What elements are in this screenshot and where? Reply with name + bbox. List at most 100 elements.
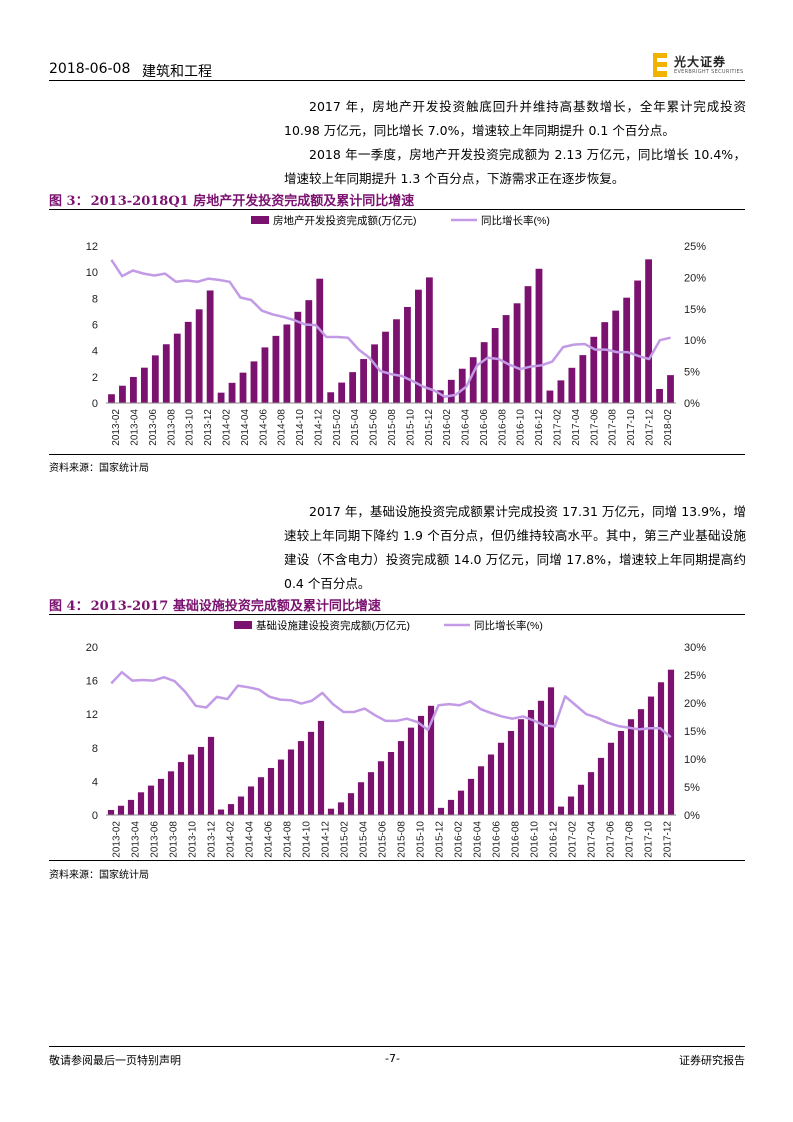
x-tick-label: 2016-12 [549, 821, 560, 858]
bar [184, 321, 192, 403]
bar [647, 696, 655, 815]
report-sector: 建筑和工程 [142, 64, 212, 80]
bar [507, 731, 515, 815]
x-tick-label: 2013-10 [185, 409, 196, 446]
x-tick-label: 2014-10 [295, 409, 306, 446]
figure-3-top-rule [49, 209, 745, 210]
x-tick-label: 2017-12 [663, 821, 674, 858]
figure-3-title-text: 2013-2018Q1 房地产开发投资完成额及累计同比增速 [90, 194, 415, 209]
figure-3-title: 图 3： 2013-2018Q1 房地产开发投资完成额及累计同比增速 [49, 190, 416, 209]
paragraph-line: 2018 年一季度，房地产开发投资完成额为 2.13 万亿元，同比增长 10.4… [284, 147, 746, 186]
bar [277, 759, 285, 815]
bar [177, 762, 185, 815]
bar [397, 741, 405, 815]
bar [527, 710, 535, 815]
figure-4-label: 图 4： [49, 599, 89, 614]
x-tick-label: 2017-04 [587, 821, 598, 858]
bar [568, 367, 576, 403]
bar [667, 375, 674, 403]
x-tick-label: 2013-12 [203, 409, 214, 446]
bar [513, 303, 521, 403]
figure-4-top-rule [49, 614, 745, 615]
bar [645, 259, 652, 403]
x-tick-label: 2014-10 [302, 821, 313, 858]
bar [579, 355, 587, 403]
x-tick-label: 2017-08 [625, 821, 636, 858]
y-right-tick-label: 20% [684, 272, 706, 284]
x-tick-label: 2015-06 [378, 821, 389, 858]
bar [567, 796, 575, 815]
bar [107, 809, 115, 815]
y-right-tick-label: 25% [684, 670, 706, 682]
figure-4-chart: 基础设施建设投资完成额(万亿元) 同比增长率(%) 0 4 8 12 16 20 0% 5% 10%… [49, 615, 745, 860]
figure-3-chart: 房地产开发投资完成额(万亿元) 同比增长率(%) 0 2 4 6 8 10 12 0% 5% 10% 1… [49, 210, 745, 453]
bar [206, 290, 214, 403]
bar [147, 785, 155, 815]
y-right-tick-label: 10% [684, 335, 706, 347]
bar [457, 790, 465, 815]
bar [267, 767, 275, 815]
bar [173, 333, 181, 403]
y-left-tick-label: 20 [86, 642, 98, 654]
legend-line-label: 同比增长率(%) [474, 619, 543, 632]
figure-4-title: 图 4： 2013-2017 基础设施投资完成额及累计同比增速 [49, 595, 383, 614]
figure-3-label: 图 3： [49, 194, 89, 209]
x-tick-label: 2016-08 [497, 409, 508, 446]
bar [297, 741, 305, 815]
x-tick-label: 2015-10 [405, 409, 416, 446]
y-left-tick-label: 4 [92, 346, 98, 358]
bar [467, 778, 475, 815]
x-tick-label: 2016-02 [442, 409, 453, 446]
bar [307, 731, 315, 815]
bar [546, 390, 554, 403]
logo-text-en: EVERBRIGHT SECURITIES [674, 69, 744, 75]
bar [657, 682, 665, 815]
bar [623, 297, 631, 403]
bar [272, 335, 280, 403]
figure-4-title-text: 2013-2017 基础设施投资完成额及累计同比增速 [90, 599, 381, 614]
bar [217, 392, 225, 403]
bar [407, 727, 415, 815]
bar [607, 742, 615, 815]
bar [517, 719, 525, 815]
bar [477, 766, 485, 815]
x-tick-label: 2014-12 [313, 409, 324, 446]
bar [283, 324, 291, 403]
bar [228, 382, 236, 403]
y-left-tick-label: 12 [86, 241, 98, 253]
bar [287, 749, 295, 815]
bar [425, 277, 433, 403]
bar [227, 804, 235, 815]
x-tick-label: 2017-02 [552, 409, 563, 446]
bar [140, 367, 148, 403]
x-tick-label: 2014-04 [240, 409, 251, 446]
x-tick-label: 2017-10 [626, 409, 637, 446]
bar [637, 709, 645, 815]
y-right-tick-label: 5% [684, 782, 700, 794]
bar [404, 306, 411, 403]
bar [634, 280, 642, 403]
bar [436, 390, 444, 403]
x-tick-label: 2017-02 [568, 821, 579, 858]
bar [377, 761, 385, 815]
bar [347, 793, 355, 815]
x-tick-label: 2016-04 [473, 821, 484, 858]
bar [387, 752, 395, 815]
x-tick-label: 2014-08 [277, 409, 288, 446]
bar [187, 754, 195, 815]
x-tick-label: 2013-02 [111, 409, 122, 446]
x-tick-label: 2013-10 [188, 821, 199, 858]
figure-3-bottom-rule [49, 454, 745, 455]
bar [327, 392, 335, 403]
bar [667, 669, 675, 815]
bar [577, 784, 585, 815]
bar [612, 310, 620, 403]
bar [317, 720, 325, 815]
bar [480, 342, 488, 403]
bar [437, 807, 445, 815]
company-logo: 光大证券 EVERBRIGHT SECURITIES [651, 50, 746, 80]
bar [535, 268, 543, 403]
bar [524, 286, 532, 403]
x-tick-label: 2014-06 [264, 821, 275, 858]
bar [415, 289, 422, 403]
